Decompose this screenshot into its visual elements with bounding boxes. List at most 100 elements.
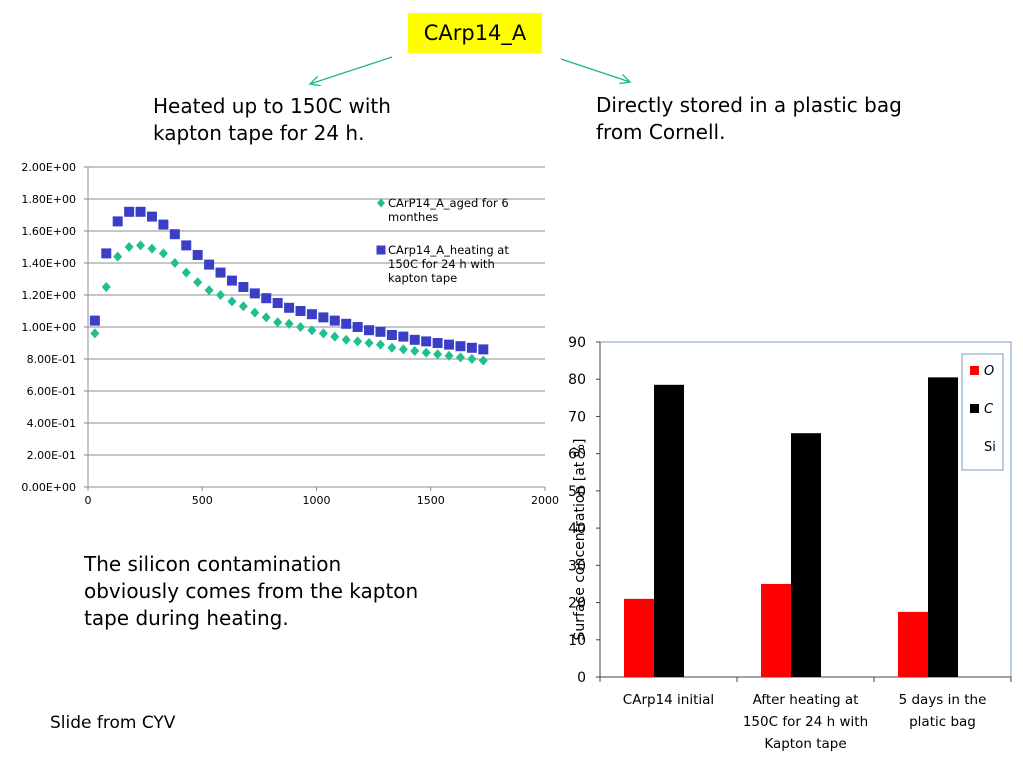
data-point [158,248,168,259]
x-tick-label: 500 [192,494,213,507]
y-tick-label: 10 [568,633,586,649]
data-point [466,342,477,353]
note-stored: Directly stored in a plastic bag from Co… [596,93,902,144]
data-point [330,331,340,342]
data-point [375,326,386,337]
x-category-label: CArp14 initial [623,692,714,708]
bar-o [898,611,928,677]
data-point [433,349,443,360]
series-1 [90,240,488,366]
data-point [478,355,488,366]
x-category-label: 5 days in the platic bag [899,692,987,730]
data-point [193,277,203,288]
y-axis-title: Surface concentration [at %] [572,439,588,641]
data-point [353,336,363,347]
data-point [273,317,283,328]
data-point [341,318,352,329]
scatter-chart: 0.00E+00 2.00E-01 4.00E-01 6.00E-01 8.00E-01… [21,161,559,507]
y-tick-label: 60 [568,447,586,463]
data-point [364,338,374,348]
slide-credit: Slide from CYV [50,713,176,733]
data-point [169,229,180,240]
series-2 [89,206,489,355]
data-point [112,216,123,227]
data-point [409,334,420,345]
note-heated: Heated up to 150C with kapton tape for 2… [153,94,391,145]
slide-title: CArp14_A [408,13,542,53]
y-tick-label: 40 [568,521,586,537]
data-point [455,352,465,363]
data-point [146,211,157,222]
y-tick-label: 1.00E+00 [21,321,76,334]
bar-chart: 0 10 20 30 40 50 60 70 80 90 CArp14 initial After h… [568,335,1012,752]
data-point [227,296,237,307]
y-tick-label: 2.00E-01 [27,449,76,462]
legend-swatch [970,366,979,375]
y-tick-label: 1.80E+00 [21,193,76,206]
data-point [192,250,203,260]
bar-c [928,377,958,677]
arrow-right [560,58,630,82]
data-point [181,267,191,278]
y-tick-label: 90 [568,335,586,351]
y-tick-label: 80 [568,372,586,388]
data-point [296,322,306,332]
data-point [284,318,294,329]
data-point [444,339,455,350]
data-point [101,248,112,259]
legend: O C Si [961,353,1004,471]
y-tick-label: 50 [568,484,586,500]
data-point [444,350,454,361]
data-point [136,240,146,251]
y-tick-label: 6.00E-01 [27,385,76,398]
data-point [410,346,420,356]
data-point [158,219,169,230]
data-point [387,342,397,353]
y-tick-label: 1.20E+00 [21,289,76,302]
data-point [307,325,317,336]
y-tick-label: 70 [568,409,586,425]
legend-swatch [970,404,979,413]
data-point [226,275,237,286]
data-point [341,334,351,345]
y-tick-label: 8.00E-01 [27,353,76,366]
data-point [181,240,192,251]
y-tick-label: 4.00E-01 [27,417,76,430]
annotation-arrows [0,56,1023,120]
data-point [249,288,260,299]
data-point [90,328,100,339]
data-point [318,328,328,339]
data-point [306,309,317,320]
data-point [398,331,409,342]
data-point [398,344,408,355]
data-point [352,322,363,332]
conclusion-text: The silicon contamination obviously come… [84,552,419,630]
data-point [89,315,100,326]
y-tick-label: 1.60E+00 [21,225,76,238]
data-point [204,259,215,270]
data-point [147,243,157,254]
legend: CArP14_A_aged for 6 monthes CArp14_A_heati… [376,196,509,285]
legend-label: Si [984,440,996,455]
data-point [261,293,272,304]
y-tick-label: 20 [568,596,586,612]
bar-o [761,583,791,677]
data-point [421,336,432,347]
data-point [272,298,283,308]
legend-box [961,353,1004,471]
data-point [124,206,135,217]
data-point [318,312,329,323]
x-tick-label: 1000 [303,494,331,507]
data-point [101,282,111,292]
legend-label: C [984,402,994,417]
data-point [386,330,397,340]
data-point [261,312,271,323]
legend-marker [376,245,386,255]
legend-label: CArP14_A_aged for 6 monthes [388,196,509,224]
data-point [432,338,443,348]
data-point [329,315,340,326]
data-point [375,339,385,350]
bar-o [624,598,654,677]
data-point [467,354,477,364]
data-point [204,285,214,296]
